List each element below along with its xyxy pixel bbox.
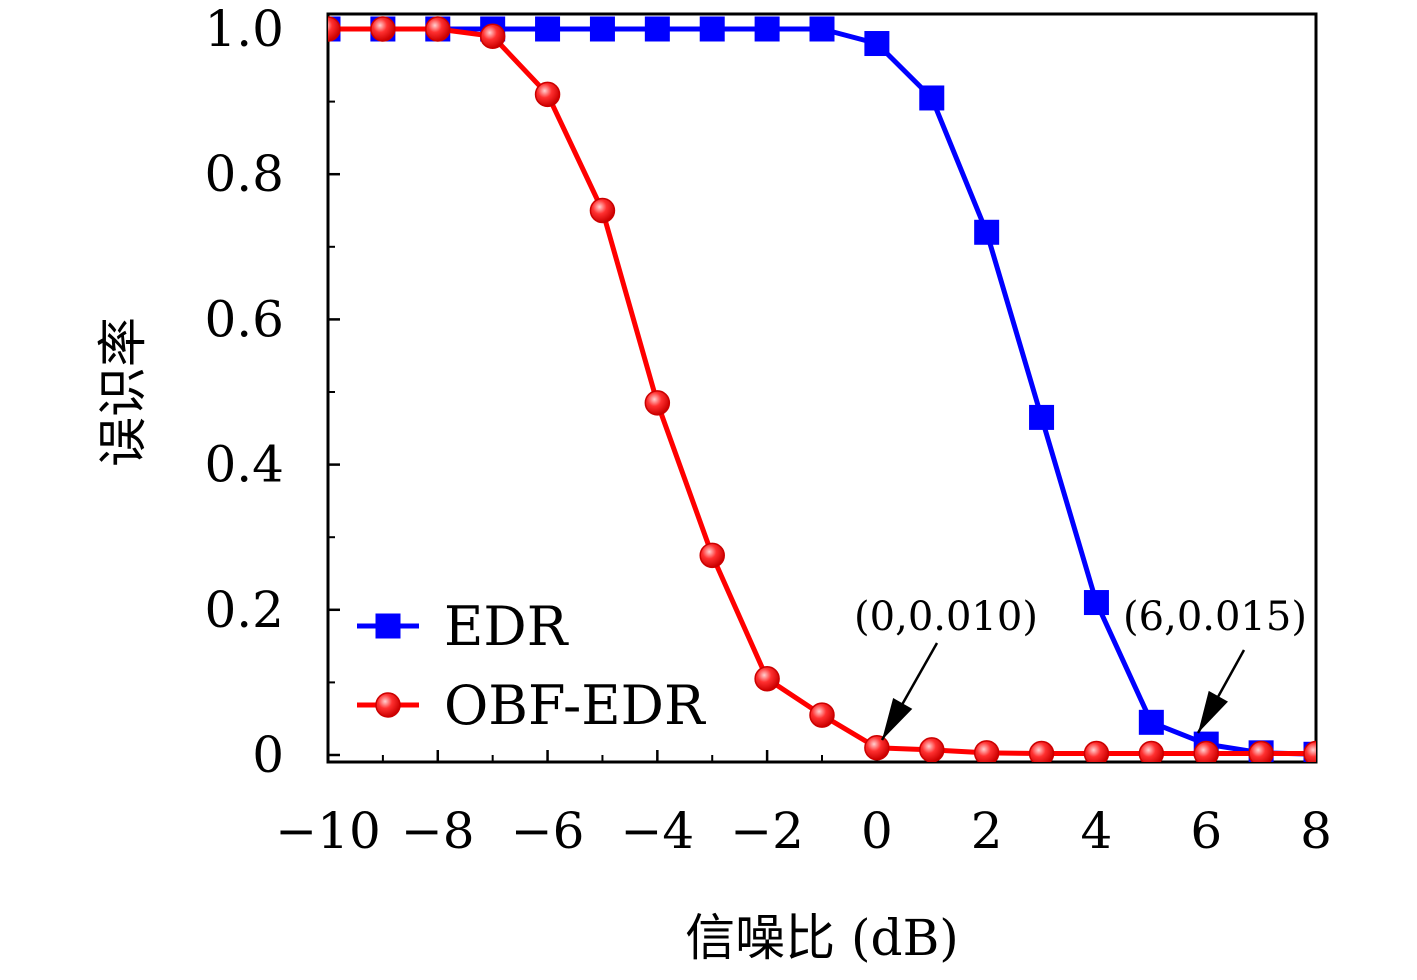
y-tick-label: 1.0 — [204, 0, 284, 58]
data-point — [589, 16, 615, 42]
data-point — [754, 666, 780, 692]
data-point — [1248, 740, 1274, 762]
x-tick-label: −8 — [401, 802, 475, 860]
annotation-label: (0,0.010) — [854, 594, 1038, 640]
data-point — [754, 16, 780, 42]
data-point — [809, 702, 835, 728]
legend-item-obf-edr: OBF-EDR — [357, 674, 706, 737]
legend-marker — [375, 613, 401, 639]
data-point — [1028, 740, 1055, 762]
annotation-arrow-head — [882, 698, 913, 740]
data-point — [644, 390, 671, 416]
y-tick-label: 0.4 — [204, 436, 284, 494]
data-point — [644, 16, 670, 42]
data-point — [1083, 740, 1110, 762]
legend-item-edr: EDR — [357, 595, 569, 658]
data-point — [864, 734, 890, 761]
legend-marker — [375, 692, 401, 718]
legend-label: EDR — [444, 595, 569, 658]
data-point — [1138, 709, 1164, 735]
x-tick-label: 4 — [1081, 802, 1113, 860]
data-point — [699, 542, 725, 569]
x-tick-label: −6 — [511, 802, 585, 860]
x-tick-label: 2 — [971, 802, 1003, 860]
data-point — [1029, 404, 1055, 430]
data-point — [534, 81, 561, 108]
y-tick-label: 0 — [252, 726, 284, 784]
data-point — [1193, 740, 1219, 762]
data-point — [1303, 740, 1316, 762]
x-tick-label: 6 — [1190, 802, 1222, 860]
data-point — [479, 23, 506, 50]
x-tick-label: 0 — [861, 802, 893, 860]
series-obf-edr — [328, 16, 1316, 762]
annotation-label: (6,0.015) — [1123, 594, 1307, 640]
annotation-arrow-head — [1198, 690, 1228, 733]
x-tick-label: 8 — [1300, 802, 1332, 860]
data-point — [809, 16, 835, 42]
x-tick-label: −2 — [730, 802, 804, 860]
x-axis-title: 信噪比 (dB) — [685, 909, 959, 967]
data-point — [1083, 590, 1109, 616]
x-tick-label: −4 — [620, 802, 694, 860]
x-tick-label: −10 — [275, 802, 381, 860]
data-point — [699, 16, 725, 42]
data-point — [535, 16, 561, 42]
y-axis-title: 误识率 — [94, 317, 152, 467]
data-point — [370, 16, 396, 42]
data-point — [425, 16, 451, 42]
data-point — [589, 197, 616, 224]
y-tick-label: 0.8 — [204, 145, 284, 203]
y-tick-label: 0.2 — [204, 581, 284, 639]
data-point — [919, 85, 945, 111]
data-point — [328, 16, 341, 42]
data-point — [1138, 740, 1165, 762]
data-point — [973, 740, 1000, 762]
data-point — [864, 31, 890, 57]
data-point — [919, 737, 945, 762]
y-tick-label: 0.6 — [204, 290, 284, 348]
legend-label: OBF-EDR — [444, 674, 706, 737]
data-point — [974, 219, 1000, 245]
